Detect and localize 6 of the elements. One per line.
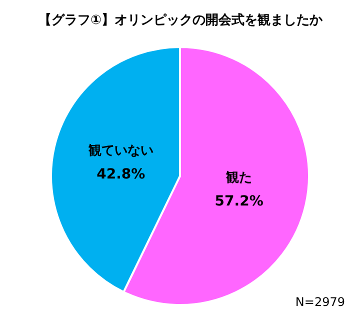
data-label: 57.2% <box>214 194 264 210</box>
data-label: 42.8% <box>96 166 146 182</box>
slice-label: 観た <box>225 170 252 186</box>
text: N=2979 <box>295 295 345 309</box>
slice-label: 観ていない <box>87 143 154 158</box>
chart-title: 【グラフ①】オリンピックの開会式を観ましたか <box>38 12 324 28</box>
